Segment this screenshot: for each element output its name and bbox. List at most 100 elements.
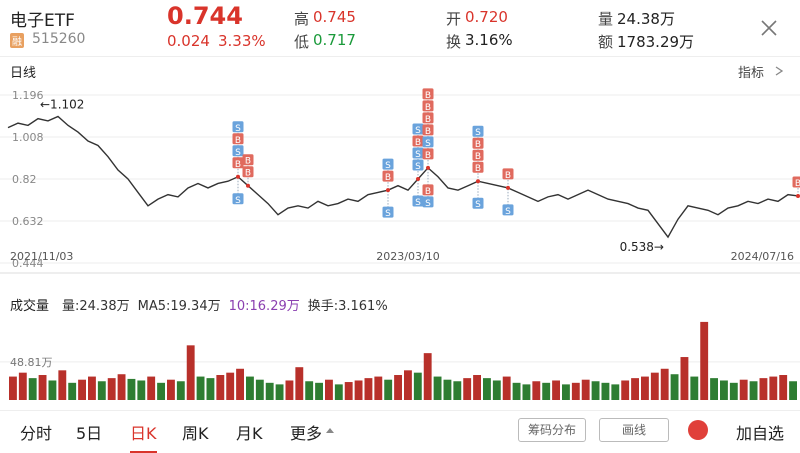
trade-marker: B	[423, 124, 434, 137]
marker-label: S	[385, 209, 391, 219]
marker-label: S	[235, 148, 241, 158]
volume-bar	[236, 369, 244, 400]
trade-marker: B	[233, 157, 244, 170]
volume-bar	[108, 378, 116, 400]
volume-bar	[523, 384, 531, 400]
trade-marker: S	[503, 204, 514, 217]
max-annotation: ←1.102	[40, 97, 84, 111]
trade-marker: S	[233, 193, 244, 206]
y-tick-label: 0.82	[12, 173, 37, 186]
watch-button[interactable]: 加自选	[736, 420, 784, 444]
volume-bar	[681, 357, 689, 400]
volume-bar	[453, 381, 461, 400]
marker-label: B	[425, 151, 431, 161]
trade-marker: B	[793, 176, 800, 189]
min-annotation: 0.538→	[620, 240, 664, 254]
y-tick-label: 0.632	[12, 215, 44, 228]
trade-marker: S	[233, 121, 244, 134]
marker-label: S	[235, 196, 241, 206]
volume-bar	[444, 380, 452, 400]
volume-bar	[671, 374, 679, 400]
volume-bar	[384, 380, 392, 400]
trade-marker: S	[383, 159, 394, 172]
marker-label: S	[415, 198, 421, 208]
volume-bar	[552, 380, 560, 400]
trade-marker: B	[473, 138, 484, 151]
volume-bar	[128, 379, 136, 400]
volume-bar	[98, 381, 106, 400]
tab[interactable]: 5日	[76, 420, 102, 444]
y-tick-label: 1.008	[12, 131, 44, 144]
volume-bar	[345, 382, 353, 400]
trade-marker: B	[423, 148, 434, 161]
marker-dot	[476, 179, 480, 183]
trade-marker: S	[473, 126, 484, 139]
volume-bar	[651, 373, 659, 400]
volume-bar	[769, 377, 777, 400]
tab[interactable]: 月K	[236, 420, 263, 444]
chips-button[interactable]: 筹码分布	[518, 418, 586, 442]
volume-bar	[286, 380, 294, 400]
marker-label: B	[245, 169, 251, 179]
volume-bar	[355, 380, 363, 400]
volume-bar	[29, 378, 37, 400]
tab-bar: 分时 5日 日K 周K 月K 更多	[0, 410, 800, 451]
trade-marker: S	[423, 196, 434, 209]
volume-bar	[720, 380, 728, 400]
marker-dot	[236, 175, 240, 179]
volume-bar	[394, 375, 402, 400]
volume-bar	[434, 377, 442, 400]
trade-marker: B	[383, 171, 394, 184]
marker-label: B	[425, 127, 431, 137]
trade-marker: S	[413, 148, 424, 161]
volume-bar	[78, 380, 86, 400]
tab[interactable]: 日K	[130, 420, 157, 453]
tab[interactable]: 周K	[182, 420, 209, 444]
trade-marker: S	[413, 160, 424, 173]
volume-bar	[197, 377, 205, 400]
trade-marker: B	[243, 166, 254, 179]
volume-bar	[483, 378, 491, 400]
volume-bar	[532, 381, 540, 400]
volume-bar	[572, 383, 580, 400]
marker-dot	[426, 166, 430, 170]
volume-bar	[562, 384, 570, 400]
draw-button[interactable]: 画线	[599, 418, 669, 442]
volume-bar	[473, 375, 481, 400]
trade-marker: S	[233, 145, 244, 158]
trade-marker: B	[503, 168, 514, 181]
volume-bar	[187, 345, 195, 400]
y-tick-label: 1.196	[12, 89, 44, 102]
volume-bar	[216, 375, 224, 400]
volume-bar	[700, 322, 708, 400]
marker-label: B	[475, 152, 481, 162]
volume-bar	[611, 384, 619, 400]
record-button[interactable]	[688, 420, 708, 440]
x-tick-label: 2023/03/10	[376, 250, 439, 263]
tab[interactable]: 分时	[20, 420, 52, 444]
trade-marker: B	[423, 112, 434, 125]
volume-bar	[365, 378, 373, 400]
price-line	[8, 116, 798, 237]
volume-bar	[690, 377, 698, 400]
tab[interactable]: 更多	[290, 420, 322, 444]
volume-bar	[750, 381, 758, 400]
volume-bar	[424, 353, 432, 400]
volume-bar	[602, 383, 610, 400]
volume-bar	[325, 380, 333, 400]
marker-label: B	[425, 91, 431, 101]
volume-bar	[68, 383, 76, 400]
marker-dot	[506, 186, 510, 190]
volume-bar	[493, 380, 501, 400]
volume-bar	[9, 377, 17, 400]
volume-bar	[167, 380, 175, 400]
trade-marker: S	[383, 207, 394, 220]
marker-label: S	[415, 150, 421, 160]
volume-bar	[118, 374, 126, 400]
legend-entry: 换手:3.161%	[308, 299, 388, 314]
x-tick-label: 2024/07/16	[731, 250, 794, 263]
volume-bar	[157, 383, 165, 400]
dropdown-icon	[326, 428, 334, 433]
